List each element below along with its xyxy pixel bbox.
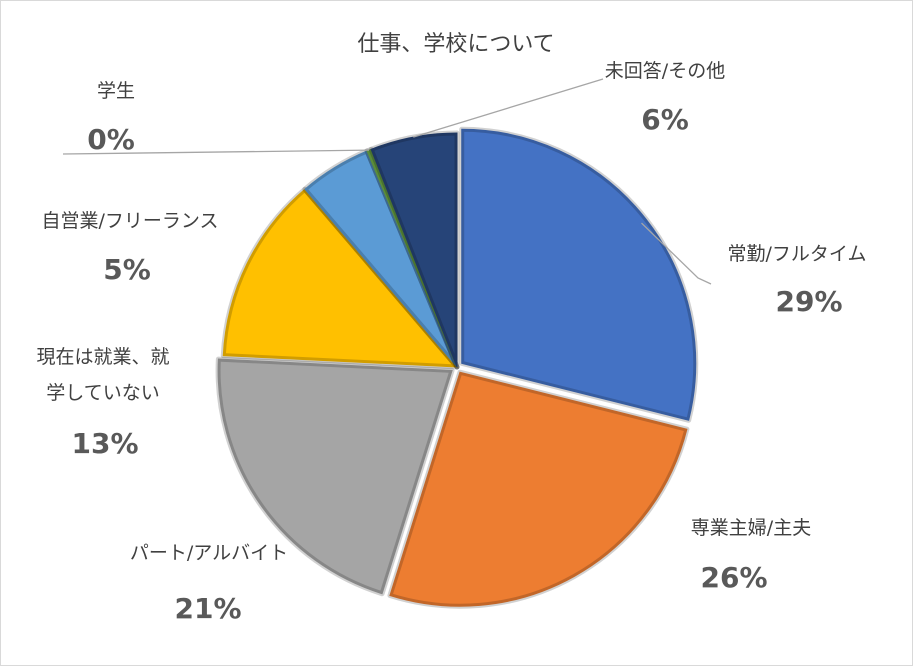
slice-label-not-working-line2: 学していない [46,382,159,404]
slice-value-student: 0% [87,123,135,156]
leader-lines [62,78,712,285]
pie-slice-edge-parttime [215,356,455,597]
pie-slice-fulltime [461,128,697,421]
pie-slice-homemaker [389,371,688,607]
pie-slice-edge-no-answer [368,130,460,370]
leader-line-student [62,149,370,155]
pie-slice-parttime [217,358,453,595]
slice-label-homemaker: 専業主婦/主夫 [691,517,811,539]
pie-slice-edge-homemaker [387,369,690,609]
slice-label-student: 学生 [97,80,135,102]
slice-value-fulltime: 29% [775,285,842,318]
slice-label-not-working-line1: 現在は就業、就 [36,346,169,368]
chart-title: 仕事、学校について [357,32,554,57]
pie-slice-no-answer [370,132,458,368]
slice-value-parttime: 21% [174,592,241,625]
slice-label-no-answer: 未回答/その他 [605,60,725,82]
slice-value-not-working: 13% [71,427,138,460]
slice-value-no-answer: 6% [641,103,689,136]
leader-line-no-answer [413,78,604,138]
pie-slice-edge-fulltime [459,126,699,423]
slice-value-self-employed: 5% [103,253,151,286]
slice-value-homemaker: 26% [700,561,767,594]
slice-label-fulltime: 常勤/フルタイム [727,243,866,265]
slice-label-self-employed: 自営業/フリーランス [41,210,218,232]
pie-slices [215,126,699,609]
pie-slice-edge-not-working [220,186,460,370]
pie-slice-not-working [222,188,459,368]
leader-line-fulltime [641,222,712,285]
slice-label-parttime: パート/アルバイト [130,542,288,564]
